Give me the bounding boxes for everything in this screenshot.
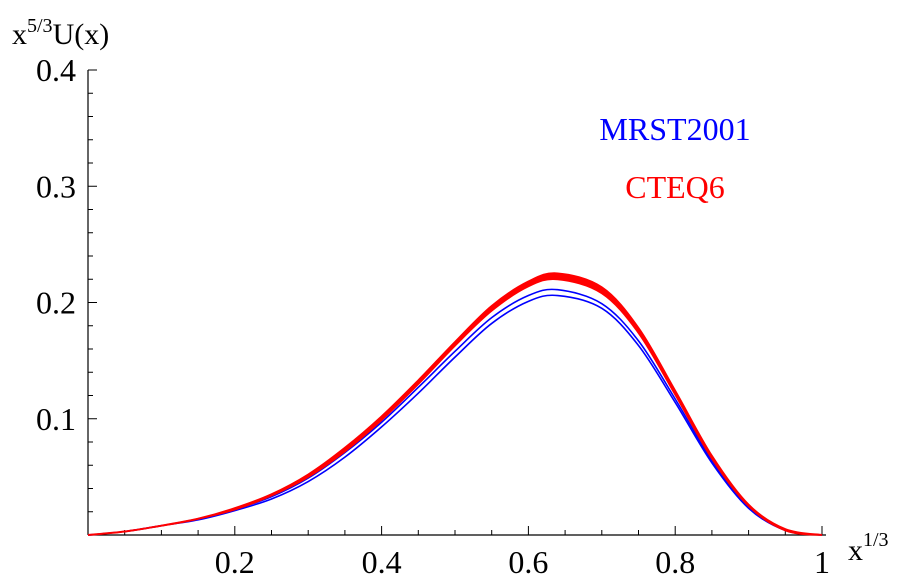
axes	[87, 69, 826, 536]
series-cteq6	[87, 272, 823, 536]
band-cteq6	[87, 272, 823, 536]
series-mrst2001	[87, 288, 823, 536]
y-axis-title-post: U(x)	[53, 18, 110, 51]
x-tick-label: 0.2	[215, 544, 255, 580]
x-tick-label: 0.8	[655, 544, 695, 580]
y-axis-title-sup: 5/3	[27, 15, 53, 37]
x-tick-label: 0.4	[362, 544, 402, 580]
x-axis-title: x1/3	[848, 529, 889, 567]
legend-mrst2001: MRST2001	[599, 111, 750, 147]
y-axis-title-base: x	[12, 18, 27, 51]
y-tick-label: 0.2	[36, 285, 76, 321]
x-tick-label: 1	[814, 544, 830, 580]
y-axis-title: x5/3U(x)	[12, 15, 109, 51]
y-tick-label: 0.1	[36, 401, 76, 437]
x-tick-label: 0.6	[508, 544, 548, 580]
labels-layer: 0.2 0.4 0.6 0.8 10.10.20.30.4x5/3U(x)x1/3MRS…	[12, 15, 889, 580]
line-lower-mrst2001	[87, 294, 823, 536]
legend-cteq6: CTEQ6	[625, 169, 725, 205]
x-axis-title-sup: 1/3	[863, 529, 889, 551]
x-axis-title-base: x	[848, 534, 863, 567]
y-tick-label: 0.4	[36, 52, 76, 88]
line-upper-mrst2001	[87, 288, 823, 536]
series-layer	[87, 272, 823, 536]
y-tick-label: 0.3	[36, 168, 76, 204]
